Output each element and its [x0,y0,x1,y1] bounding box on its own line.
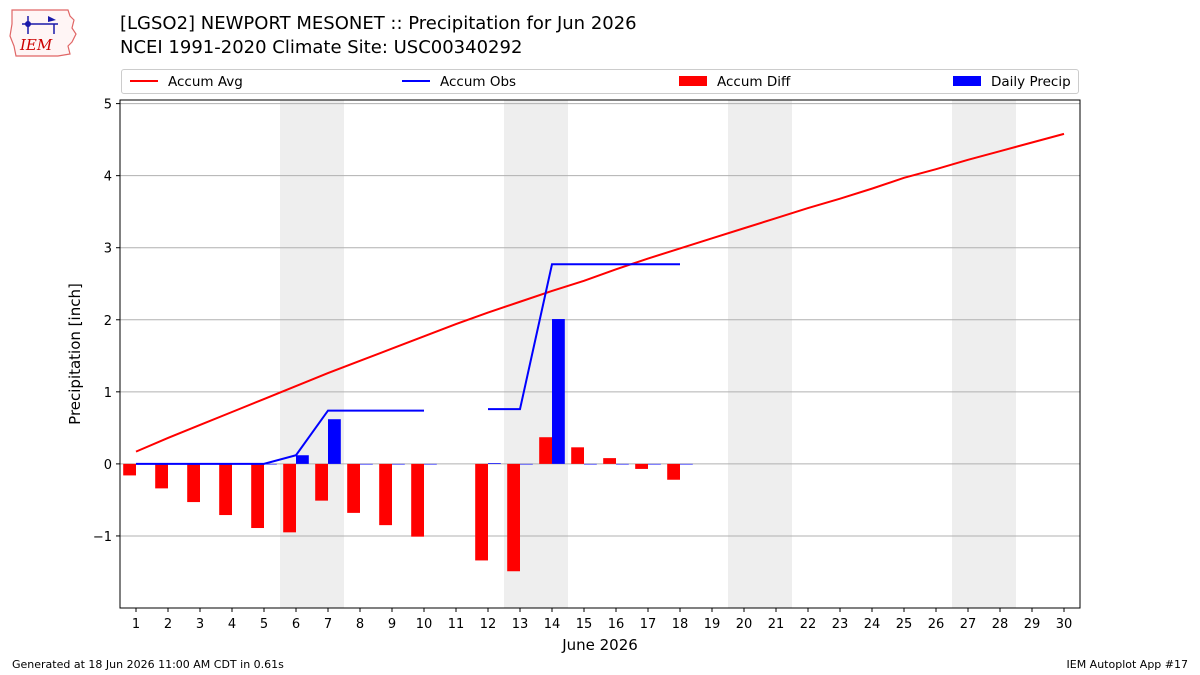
x-tick-label: 12 [480,617,497,632]
bar-accum-diff [315,463,328,501]
bar-daily-precip [264,463,277,465]
bar-accum-diff [219,463,232,516]
x-tick-label: 4 [228,617,236,632]
bar-accum-diff [635,463,648,469]
x-axis-label: June 2026 [561,636,638,654]
footer-app: IEM Autoplot App #17 [1066,658,1189,671]
bar-accum-diff [475,463,488,561]
x-tick-label: 19 [704,617,721,632]
legend-label-daily-precip: Daily Precip [991,74,1071,90]
x-tick-label: 13 [512,617,529,632]
bar-accum-diff [411,463,424,537]
bar-accum-diff [379,463,392,526]
x-tick-label: 14 [544,617,561,632]
bar-daily-precip [296,455,309,464]
bar-accum-diff [571,447,584,464]
bar-accum-diff [667,463,680,480]
x-tick-label: 27 [960,617,977,632]
x-tick-label: 11 [448,617,465,632]
x-tick-label: 28 [992,617,1009,632]
line-accum-avg [135,132,1065,453]
bar-daily-precip [616,463,629,465]
bar-accum-diff [603,458,616,464]
bar-accum-diff [507,463,520,572]
y-tick-label: 3 [104,242,112,257]
x-tick-label: 7 [324,617,332,632]
x-tick-label: 1 [132,617,140,632]
bar-daily-precip [424,463,437,465]
x-tick-label: 25 [896,617,913,632]
bar-daily-precip [648,463,661,465]
y-tick-label: 4 [104,170,112,185]
y-tick-label: −1 [93,530,112,545]
x-tick-label: 22 [800,617,817,632]
legend-item-daily-precip: Daily Precip [953,73,1071,91]
x-tick-label: 20 [736,617,753,632]
y-tick-label: 0 [104,458,112,473]
bar-daily-precip [488,463,501,464]
iem-logo: IEM [8,6,80,58]
legend-label-accum-diff: Accum Diff [717,74,791,90]
x-tick-label: 17 [640,617,657,632]
x-tick-label: 29 [1024,617,1041,632]
line-accum-obs [136,409,424,465]
bar-daily-precip [520,463,533,465]
weekend-band [952,100,984,608]
x-tick-label: 3 [196,617,204,632]
y-tick-label: 2 [104,314,112,329]
legend-label-accum-avg: Accum Avg [168,74,243,90]
bar-daily-precip [552,319,565,464]
legend-swatch-accum-diff [679,76,707,86]
weekend-band [312,100,344,608]
x-tick-label: 26 [928,617,945,632]
x-tick-label: 24 [864,617,881,632]
footer-generated: Generated at 18 Jun 2026 11:00 AM CDT in… [12,658,284,671]
x-tick-label: 23 [832,617,849,632]
legend-item-accum-obs: Accum Obs [402,73,516,91]
bar-accum-diff [251,463,264,529]
x-tick-label: 18 [672,617,689,632]
legend-swatch-accum-obs [402,80,430,82]
x-tick-label: 6 [292,617,300,632]
weekend-band [728,100,760,608]
chart-title: [LGSO2] NEWPORT MESONET :: Precipitation… [120,13,637,34]
legend-swatch-accum-avg [130,80,158,82]
legend-swatch-daily-precip [953,76,981,86]
legend-item-accum-diff: Accum Diff [679,73,790,91]
bar-accum-diff [539,437,552,464]
plot-frame [119,99,1081,609]
bar-accum-diff [283,463,296,533]
line-accum-obs [488,263,680,411]
bar-daily-precip [680,463,693,465]
x-tick-label: 8 [356,617,364,632]
x-tick-label: 10 [416,617,433,632]
bar-daily-precip [392,463,405,465]
x-tick-label: 30 [1056,617,1073,632]
x-tick-label: 21 [768,617,785,632]
weekend-band [760,100,792,608]
x-tick-label: 16 [608,617,625,632]
logo-text: IEM [19,36,53,54]
legend-label-accum-obs: Accum Obs [440,74,517,90]
bar-daily-precip [328,419,341,464]
bar-accum-diff [155,463,168,489]
y-axis-label: Precipitation [inch] [66,283,84,425]
chart-subtitle: NCEI 1991-2020 Climate Site: USC00340292 [120,37,523,58]
bar-daily-precip [360,463,373,465]
bar-daily-precip [584,463,597,465]
x-tick-label: 2 [164,617,172,632]
bar-accum-diff [123,463,136,476]
y-tick-label: 5 [104,98,112,113]
bar-accum-diff [347,463,360,513]
bar-accum-diff [187,463,200,503]
x-tick-label: 15 [576,617,593,632]
legend-item-accum-avg: Accum Avg [130,73,243,91]
x-tick-label: 5 [260,617,268,632]
x-tick-label: 9 [388,617,396,632]
weekend-band [984,100,1016,608]
legend: Accum Avg Accum Obs Accum Diff Daily Pre… [121,69,1079,94]
y-tick-label: 1 [104,386,112,401]
